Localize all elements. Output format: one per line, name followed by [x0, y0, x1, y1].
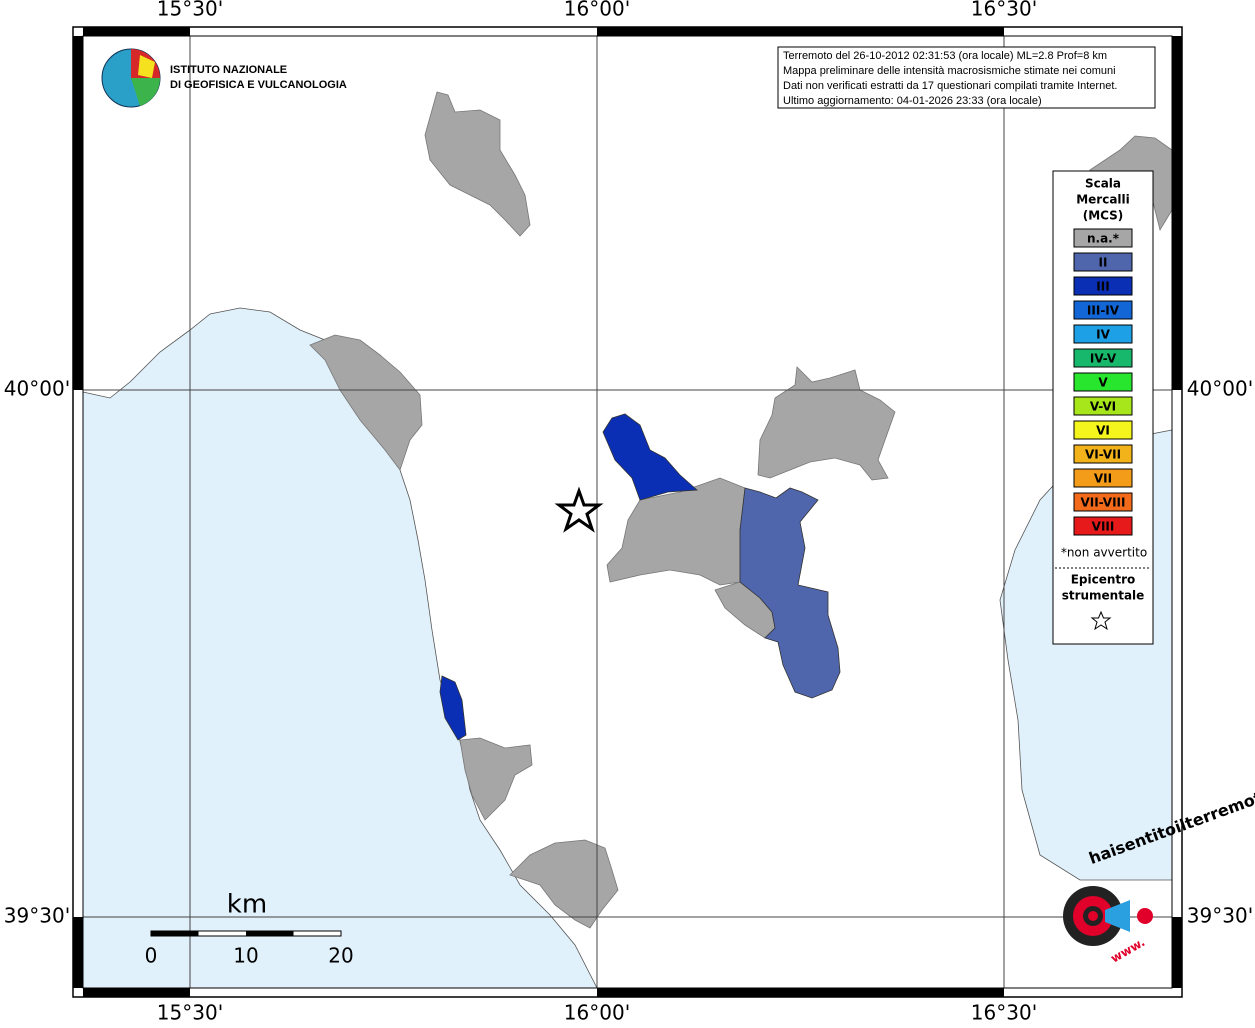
legend-epicenter: strumentale: [1062, 589, 1145, 603]
legend-label: III-IV: [1087, 304, 1120, 318]
legend-swatch: [1073, 396, 1133, 416]
legend-label: III: [1096, 280, 1109, 294]
legend-swatch: [1073, 276, 1133, 296]
graticule: [83, 36, 1172, 988]
legend-swatch: [1073, 348, 1133, 368]
legend-label: IV-V: [1090, 352, 1117, 366]
legend-epicenter: Epicentro: [1071, 573, 1136, 587]
legend-title: (MCS): [1083, 209, 1124, 223]
logo-text: DI GEOFISICA E VULCANOLOGIA: [170, 79, 347, 91]
logo-text: ISTITUTO NAZIONALE: [170, 64, 287, 76]
municipality: [309, 334, 423, 471]
legend-swatch: [1073, 420, 1133, 440]
municipality: [424, 91, 531, 237]
legend-swatch: [1073, 228, 1133, 248]
lon-label: 15°30': [157, 1001, 223, 1025]
scale-label: 20: [328, 944, 353, 968]
legend-label: V-VI: [1090, 400, 1116, 414]
info-line: Terremoto del 26-10-2012 02:31:53 (ora l…: [783, 50, 1107, 62]
legend-label: VI: [1096, 424, 1110, 438]
legend-swatch: [1073, 300, 1133, 320]
info-line: Dati non verificati estratti da 17 quest…: [783, 80, 1117, 92]
lon-label: 16°30': [971, 1001, 1037, 1025]
scale-label: 0: [145, 944, 158, 968]
legend-swatch: [1073, 468, 1133, 488]
lat-label: 40°00': [1187, 377, 1253, 401]
legend-title: Mercalli: [1076, 193, 1130, 207]
lat-label: 39°30': [1187, 904, 1253, 928]
scale-bar: km 0 10 20: [145, 890, 354, 968]
frame: [72, 26, 1183, 998]
lon-label: 16°30': [971, 0, 1037, 21]
legend-note: *non avvertito: [1061, 546, 1147, 560]
legend-swatch: [1073, 516, 1133, 536]
info-line: Ultimo aggiornamento: 04-01-2026 23:33 (…: [783, 95, 1042, 107]
legend-swatch: [1073, 492, 1133, 512]
info-line: Mappa preliminare delle intensità macros…: [783, 65, 1116, 77]
lon-label: 15°30': [157, 0, 223, 21]
lat-label: 40°00': [4, 377, 70, 401]
scale-label: 10: [233, 944, 258, 968]
legend-swatch: [1073, 372, 1133, 392]
municipality-iii: [439, 675, 467, 741]
legend-label: VII: [1094, 472, 1112, 486]
municipality-ii: [739, 487, 841, 699]
lat-label: 39°30': [4, 904, 70, 928]
legend-label: VIII: [1092, 520, 1115, 534]
legend-title: Scala: [1085, 177, 1121, 191]
legend-swatch: [1073, 324, 1133, 344]
sea: [82, 307, 598, 989]
municipality: [509, 839, 619, 929]
municipality: [459, 737, 533, 821]
info-box: [777, 46, 1156, 109]
legend-label: V: [1098, 376, 1108, 390]
legend-swatch: [1073, 252, 1133, 272]
legend-star: [1090, 610, 1112, 631]
legend-label: II: [1099, 256, 1108, 270]
municipality: [606, 477, 746, 586]
municipality-iii: [602, 413, 698, 501]
legend-label: VII-VIII: [1080, 496, 1125, 510]
epicenter: [554, 486, 604, 533]
legend-label: VI-VII: [1085, 448, 1121, 462]
scale-unit: km: [227, 890, 267, 920]
legend-label: n.a.*: [1087, 232, 1120, 246]
ingv-logo: ISTITUTO NAZIONALE DI GEOFISICA E VULCAN…: [101, 48, 347, 108]
lon-label: 16°00': [564, 0, 630, 21]
legend-swatch: [1073, 444, 1133, 464]
lon-label: 16°00': [564, 1001, 630, 1025]
municipality: [757, 366, 896, 481]
legend-label: IV: [1096, 328, 1110, 342]
